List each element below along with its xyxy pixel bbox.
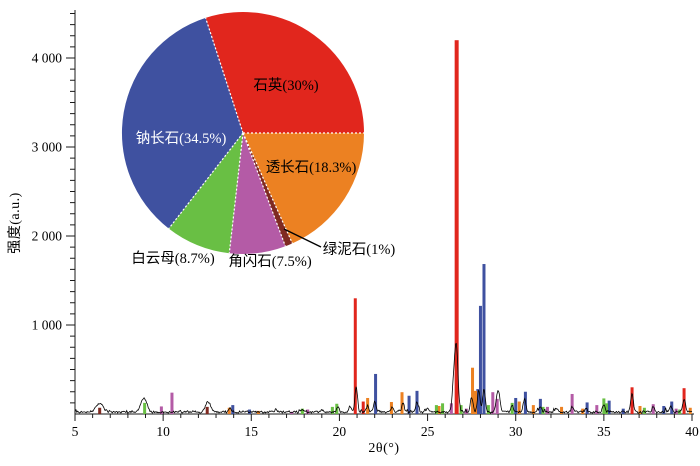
x-tick-label: 25 [421, 424, 435, 439]
slice-border [228, 132, 244, 254]
peak-bar [605, 403, 608, 414]
slice-border [242, 132, 286, 247]
peak-bar [602, 398, 606, 414]
y-axis-title: 强度(a.u.) [8, 192, 23, 254]
peak-bar [478, 305, 482, 414]
y-tick-label: 1 000 [32, 318, 63, 333]
peak-bar [290, 411, 294, 414]
slice-border [205, 17, 244, 134]
x-tick-label: 30 [509, 424, 523, 439]
x-tick-label: 35 [597, 424, 611, 439]
peak-bar [595, 405, 599, 414]
chlorite-leader-line [283, 228, 322, 248]
pie-slice-albite [121, 17, 243, 229]
peak-bar [159, 406, 163, 414]
tick-labels: 5 10 15 20 25 30 35 40 1 000 2 000 3 000 4 000 [32, 51, 699, 440]
peak-bar [374, 373, 378, 414]
peak-bar [514, 397, 518, 414]
peak-bar [300, 408, 304, 414]
peak-bar [630, 387, 634, 414]
peak-bar [407, 395, 411, 414]
slice-border [242, 132, 293, 244]
x-tick-label: 40 [685, 424, 699, 439]
slice-border [168, 132, 244, 229]
peak-bar [510, 402, 514, 415]
peak-bar [538, 398, 542, 414]
peak-bar [353, 298, 357, 414]
peak-bar [642, 407, 646, 414]
x-tick-label: 20 [333, 424, 347, 439]
peak-bar [682, 388, 686, 414]
peak-bar [474, 390, 478, 414]
peak-bar [517, 401, 521, 414]
axes [66, 10, 694, 421]
peak-bar [560, 406, 564, 414]
peak-bar [495, 398, 499, 414]
pie-slice-hornblende [229, 133, 286, 254]
peak-bar [437, 405, 441, 414]
peak-bar [361, 401, 365, 414]
x-tick-label: 15 [245, 424, 259, 439]
pie-slice-sanidine [243, 133, 364, 244]
pie-label-sanidine: 透长石(18.3%) [266, 159, 357, 176]
pie-label-chlorite: 绿泥石(1%) [323, 241, 396, 258]
peak-bar [541, 406, 545, 414]
peak-bar [231, 405, 235, 414]
peak-bar [205, 406, 209, 414]
peak-bar [545, 406, 549, 414]
measured-trace [74, 342, 693, 415]
pie-chart: 石英(30%) 透长石(18.3%) 绿泥石(1%) 角闪石(7.5%) 白云母(8.7… [121, 11, 396, 270]
peak-bar [662, 405, 666, 414]
pie-slice-muscovite [168, 133, 243, 254]
peak-bar [688, 407, 692, 414]
pie-label-quartz: 石英(30%) [253, 76, 318, 94]
peak-bar [651, 404, 655, 414]
x-tick-label: 10 [156, 424, 170, 439]
peak-bar [607, 400, 611, 414]
quartz-peaks [353, 40, 686, 414]
peak-bar [441, 403, 445, 414]
x-axis-title: 2θ(°) [368, 441, 400, 456]
y-tick-label: 4 000 [32, 51, 63, 66]
peak-bar [227, 407, 231, 414]
hornblende-peaks [159, 392, 678, 414]
peak-bar [585, 402, 589, 414]
peak-bar [306, 409, 310, 414]
peak-bar [98, 407, 102, 414]
peak-bar [486, 405, 490, 414]
peak-bar [454, 40, 459, 414]
pie-label-albite: 钠长石(34.5%) [136, 130, 227, 147]
peak-bar [143, 402, 147, 415]
y-tick-label: 2 000 [32, 229, 63, 244]
peak-bar [638, 405, 642, 414]
peak-bar [434, 405, 438, 414]
pie-label-hornblende: 角闪石(7.5%) [228, 253, 312, 270]
peak-bar [400, 392, 404, 414]
peak-bar [170, 392, 174, 414]
x-tick-label: 5 [72, 424, 79, 439]
peak-bar [330, 406, 334, 414]
chlorite-peaks [98, 406, 209, 414]
pie-slice-quartz [205, 11, 364, 133]
pie-label-muscovite: 白云母(8.7%) [131, 250, 215, 267]
peak-bar [491, 392, 495, 414]
peak-bar [248, 409, 252, 414]
peak-bar [570, 393, 574, 414]
y-tick-label: 3 000 [32, 140, 63, 155]
peak-bar [471, 367, 475, 414]
peak-bar [449, 403, 453, 414]
peak-bar [482, 264, 486, 414]
peak-bar [531, 405, 535, 414]
peak-bar [476, 389, 480, 414]
